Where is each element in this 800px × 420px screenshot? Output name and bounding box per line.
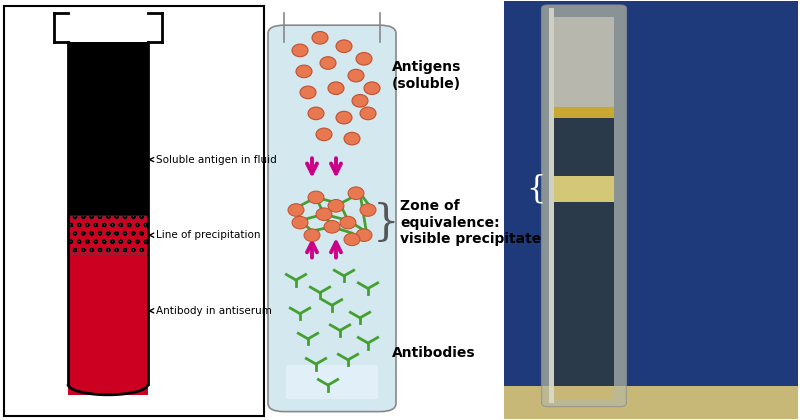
- Text: Line of precipitation: Line of precipitation: [150, 230, 261, 240]
- Text: {: {: [526, 173, 546, 205]
- Ellipse shape: [292, 216, 308, 229]
- Ellipse shape: [348, 69, 364, 82]
- Ellipse shape: [316, 208, 332, 221]
- Bar: [504, 386, 798, 419]
- Bar: [549, 8, 554, 403]
- Ellipse shape: [304, 229, 320, 241]
- FancyBboxPatch shape: [268, 25, 396, 412]
- Ellipse shape: [328, 200, 344, 212]
- Bar: [554, 17, 614, 107]
- Ellipse shape: [308, 191, 324, 204]
- Bar: [554, 118, 614, 176]
- Bar: [68, 216, 148, 254]
- Ellipse shape: [296, 65, 312, 78]
- Ellipse shape: [292, 44, 308, 57]
- Ellipse shape: [340, 216, 356, 229]
- Bar: [504, 1, 798, 419]
- Ellipse shape: [356, 229, 372, 241]
- Ellipse shape: [308, 107, 324, 120]
- Text: Antibody in antiserum: Antibody in antiserum: [150, 306, 272, 316]
- FancyBboxPatch shape: [542, 5, 626, 407]
- Bar: [554, 202, 614, 386]
- Bar: [554, 107, 614, 118]
- Bar: [68, 254, 148, 395]
- Ellipse shape: [324, 220, 340, 233]
- Text: }: }: [372, 202, 399, 244]
- Ellipse shape: [328, 82, 344, 94]
- Ellipse shape: [360, 107, 376, 120]
- Ellipse shape: [300, 86, 316, 99]
- Text: Antigens
(soluble): Antigens (soluble): [392, 60, 462, 91]
- Bar: [286, 365, 378, 399]
- Ellipse shape: [288, 204, 304, 216]
- Ellipse shape: [344, 132, 360, 145]
- Ellipse shape: [364, 82, 380, 94]
- Ellipse shape: [312, 32, 328, 44]
- Ellipse shape: [352, 94, 368, 107]
- Text: Antibodies: Antibodies: [392, 346, 476, 360]
- Ellipse shape: [336, 111, 352, 124]
- Bar: [554, 386, 614, 400]
- Bar: [554, 176, 614, 202]
- Bar: [68, 216, 148, 254]
- Text: Soluble antigen in fluid: Soluble antigen in fluid: [150, 155, 277, 165]
- Ellipse shape: [320, 57, 336, 69]
- Ellipse shape: [360, 204, 376, 216]
- Text: Zone of
equivalence:
visible precipitate: Zone of equivalence: visible precipitate: [400, 200, 542, 246]
- Bar: [4, 6, 264, 416]
- Ellipse shape: [344, 233, 360, 246]
- Ellipse shape: [356, 52, 372, 65]
- Bar: [68, 42, 148, 216]
- Ellipse shape: [316, 128, 332, 141]
- Ellipse shape: [348, 187, 364, 200]
- Ellipse shape: [336, 40, 352, 52]
- Bar: [68, 42, 148, 395]
